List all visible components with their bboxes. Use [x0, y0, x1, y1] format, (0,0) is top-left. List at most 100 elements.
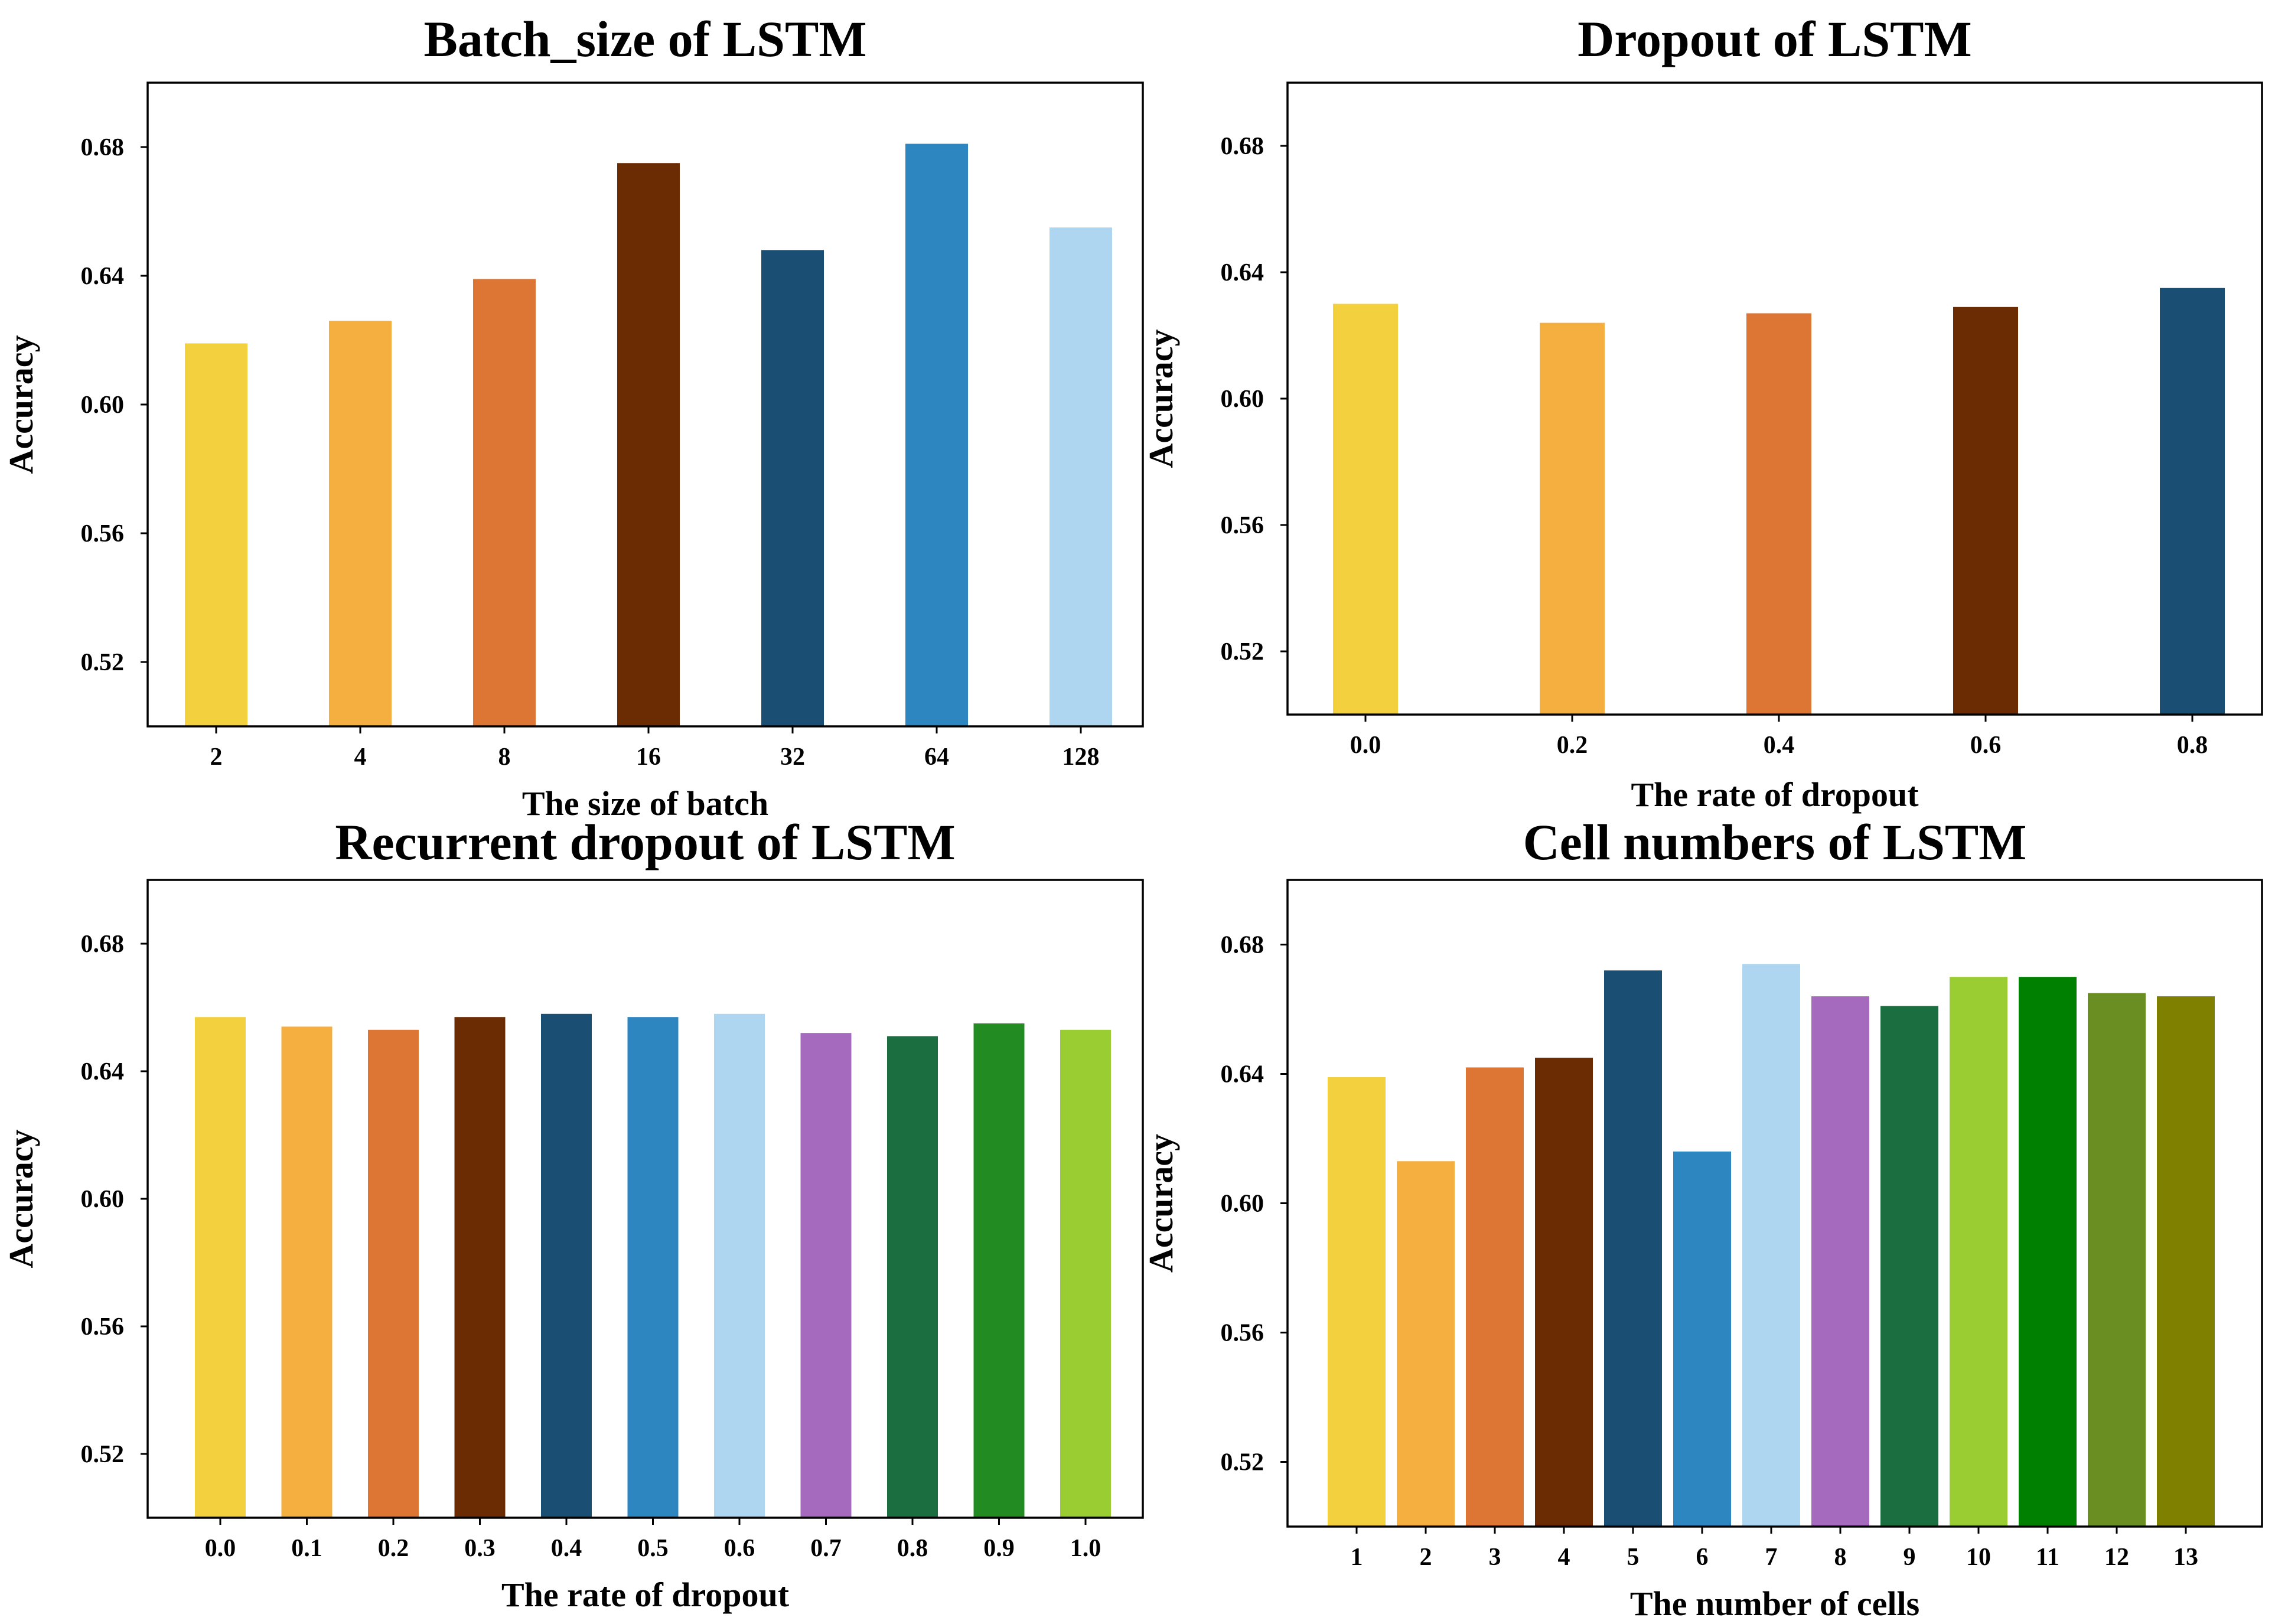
y-tick-label: 0.60	[1221, 386, 1264, 413]
y-tick-label: 0.52	[81, 1441, 125, 1468]
bar-10	[1950, 977, 2007, 1527]
bar-0.9	[973, 1023, 1025, 1518]
y-tick-label: 0.56	[1221, 1320, 1264, 1347]
chart-panel-batch-size: 2 4 8 16 32 64 128 0.52 0.56 0.60 0.64 0.68 Batch_si…	[2, 11, 1144, 823]
bar-0.0	[195, 1017, 246, 1518]
x-tick-label: 0.6	[724, 1535, 755, 1562]
y-tick-label: 0.60	[1221, 1191, 1264, 1218]
plot-frame	[1286, 879, 2263, 1528]
bar-32	[761, 250, 824, 726]
bar-0.5	[627, 1017, 679, 1518]
x-tick-label: 6	[1696, 1544, 1709, 1571]
x-tick-label: 4	[354, 743, 367, 771]
y-tick-label: 0.68	[81, 931, 125, 958]
bar-1	[1328, 1077, 1386, 1527]
x-tick-label: 0.8	[2177, 732, 2208, 759]
x-tick-label: 0.7	[810, 1535, 842, 1562]
bar-9	[1880, 1006, 1938, 1527]
bar-3	[1466, 1067, 1524, 1527]
y-tick-label: 0.52	[81, 649, 125, 676]
bar-0.6	[714, 1013, 765, 1518]
plot-frame	[146, 879, 1144, 1519]
x-tick-label: 0.6	[1970, 732, 2002, 759]
bar-13	[2157, 996, 2215, 1527]
x-tick-label: 2	[1420, 1544, 1432, 1571]
x-tick-label: 11	[2036, 1544, 2059, 1571]
bar-0.6	[1953, 306, 2018, 715]
bar-0.1	[281, 1026, 333, 1518]
x-axis-label: The rate of dropout	[501, 1576, 790, 1614]
bar-1.0	[1060, 1029, 1111, 1518]
chart-panel-cell-numbers: 1 2 3 4 5 6 7 8 9 10 11 12 130.520.560.600.640.68Cel…	[1142, 814, 2263, 1623]
bar-12	[2088, 993, 2146, 1527]
x-tick-label: 13	[2173, 1544, 2198, 1571]
chart-title: Recurrent dropout of LSTM	[335, 814, 955, 870]
y-tick-label: 0.64	[1221, 1061, 1264, 1088]
bar-4	[329, 321, 392, 726]
bar-8	[1811, 996, 1869, 1527]
chart-panel-dropout: 0.0 0.2 0.4 0.6 0.8 0.52 0.56 0.60 0.64 0.68 Dropo…	[1142, 11, 2263, 814]
y-tick-label: 0.52	[1221, 1449, 1264, 1476]
x-axis-label: The number of cells	[1630, 1584, 1919, 1623]
y-tick-label: 0.64	[1221, 259, 1264, 286]
x-tick-label: 2	[210, 743, 223, 771]
y-tick-label: 0.68	[1221, 133, 1264, 160]
y-tick-label: 0.64	[81, 263, 125, 290]
x-tick-label: 0.8	[897, 1535, 928, 1562]
x-axis-label: The size of batch	[522, 784, 768, 823]
x-tick-label: 4	[1558, 1544, 1570, 1571]
x-tick-label: 64	[924, 743, 949, 771]
y-tick-label: 0.60	[81, 392, 125, 419]
x-tick-label: 0.1	[291, 1535, 322, 1562]
y-axis-label: Accuracy	[2, 335, 40, 474]
plot-frame	[146, 81, 1144, 728]
x-tick-label: 128	[1062, 743, 1100, 771]
bar-0.3	[454, 1017, 506, 1518]
x-tick-label: 8	[1834, 1544, 1847, 1571]
bar-0.2	[1540, 322, 1605, 715]
x-tick-label: 0.4	[551, 1535, 582, 1562]
y-tick-label: 0.56	[1221, 512, 1264, 539]
y-axis-label: Accuracy	[1142, 329, 1180, 468]
x-tick-label: 0.4	[1764, 732, 1795, 759]
y-axis-label: Accuracy	[1142, 1134, 1180, 1273]
y-tick-label: 0.52	[1221, 638, 1264, 666]
bar-0.4	[541, 1013, 592, 1518]
x-axis-label: The rate of dropout	[1631, 775, 1919, 814]
bar-2	[1397, 1161, 1455, 1527]
x-tick-label: 3	[1489, 1544, 1501, 1571]
chart-panel-recurrent-dropout: 0.0 0.1 0.2 0.3 0.4 0.5 0.6 0.7 0.8 0.9 1.0 0.52 0.5…	[2, 814, 1144, 1614]
x-tick-label: 0.3	[464, 1535, 496, 1562]
x-tick-label: 32	[780, 743, 805, 771]
x-tick-label: 9	[1904, 1544, 1916, 1571]
bar-2	[185, 343, 247, 726]
bar-16	[617, 163, 680, 726]
x-tick-label: 0.2	[1557, 732, 1588, 759]
chart-title: Dropout of LSTM	[1577, 11, 1971, 67]
chart-title: Batch_size of LSTM	[423, 11, 866, 67]
chart-title: Cell numbers of LSTM	[1523, 814, 2027, 870]
bar-5	[1604, 970, 1662, 1527]
bar-0.2	[368, 1029, 419, 1518]
bar-11	[2019, 977, 2077, 1527]
x-tick-label: 0.5	[637, 1535, 669, 1562]
x-tick-label: 0.9	[983, 1535, 1015, 1562]
x-tick-label: 5	[1627, 1544, 1640, 1571]
y-tick-label: 0.56	[81, 520, 125, 547]
bar-0.8	[887, 1036, 938, 1518]
y-tick-label: 0.60	[81, 1186, 125, 1213]
bar-128	[1050, 227, 1112, 726]
plot-frame	[1286, 81, 2263, 716]
bar-6	[1673, 1151, 1731, 1527]
bar-4	[1535, 1058, 1593, 1527]
y-tick-label: 0.56	[81, 1313, 125, 1341]
x-tick-label: 0.2	[378, 1535, 409, 1562]
bar-0.4	[1746, 313, 1811, 715]
bar-0.0	[1333, 304, 1398, 715]
y-axis-label: Accuracy	[2, 1129, 40, 1268]
y-tick-label: 0.68	[81, 134, 125, 161]
bar-0.8	[2160, 288, 2225, 715]
bar-8	[473, 279, 536, 726]
x-tick-label: 1.0	[1070, 1535, 1101, 1562]
